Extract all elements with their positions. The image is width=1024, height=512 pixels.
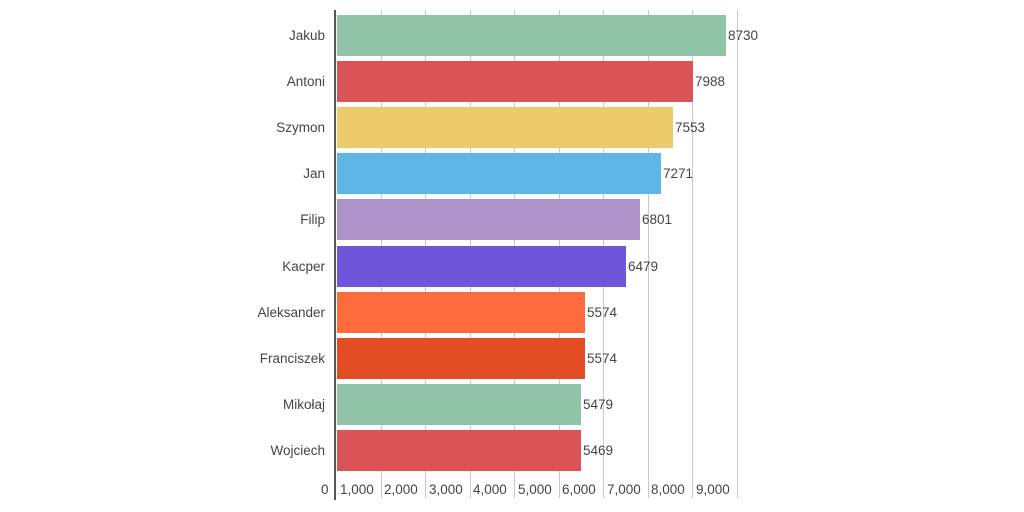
x-tick-label: 5,000 bbox=[518, 482, 552, 497]
x-tick-label: 0 bbox=[321, 482, 329, 497]
category-label: Mikołaj bbox=[282, 397, 325, 412]
bar-jakub[interactable] bbox=[337, 15, 726, 56]
value-label: 8730 bbox=[728, 28, 759, 43]
category-label: Filip bbox=[300, 212, 325, 227]
bar-antoni[interactable] bbox=[337, 61, 693, 102]
bar-mikołaj[interactable] bbox=[337, 384, 581, 425]
x-tick-label: 6,000 bbox=[562, 482, 596, 497]
value-label: 5469 bbox=[583, 443, 614, 458]
value-label: 5574 bbox=[587, 351, 618, 366]
x-tick-label: 7,000 bbox=[607, 482, 641, 497]
x-tick-label: 9,000 bbox=[696, 482, 730, 497]
x-tick-label: 4,000 bbox=[473, 482, 507, 497]
value-label: 7553 bbox=[675, 120, 706, 135]
bar-jan[interactable] bbox=[337, 153, 661, 194]
x-tick-label: 1,000 bbox=[340, 482, 374, 497]
bar-franciszek[interactable] bbox=[337, 338, 585, 379]
category-label: Jakub bbox=[288, 28, 325, 43]
gridline bbox=[737, 10, 738, 498]
value-label: 6801 bbox=[642, 212, 673, 227]
bar-szymon[interactable] bbox=[337, 107, 673, 148]
category-label: Antoni bbox=[286, 74, 325, 89]
value-label: 7271 bbox=[663, 166, 694, 181]
category-label: Franciszek bbox=[259, 351, 325, 366]
x-tick-label: 8,000 bbox=[651, 482, 685, 497]
value-label: 6479 bbox=[628, 259, 659, 274]
category-label: Jan bbox=[303, 166, 325, 181]
category-label: Wojciech bbox=[270, 443, 325, 458]
category-label: Szymon bbox=[276, 120, 325, 135]
value-label: 5479 bbox=[583, 397, 614, 412]
bar-kacper[interactable] bbox=[337, 246, 626, 287]
gridline bbox=[648, 10, 649, 498]
bar-aleksander[interactable] bbox=[337, 292, 585, 333]
x-tick-label: 3,000 bbox=[429, 482, 463, 497]
value-label: 5574 bbox=[587, 305, 618, 320]
value-label: 7988 bbox=[695, 74, 726, 89]
y-axis-line bbox=[334, 10, 336, 500]
category-label: Kacper bbox=[282, 259, 325, 274]
gridline bbox=[692, 10, 693, 498]
bar-wojciech[interactable] bbox=[337, 430, 581, 471]
category-label: Aleksander bbox=[257, 305, 325, 320]
x-tick-label: 2,000 bbox=[384, 482, 418, 497]
bar-filip[interactable] bbox=[337, 199, 640, 240]
